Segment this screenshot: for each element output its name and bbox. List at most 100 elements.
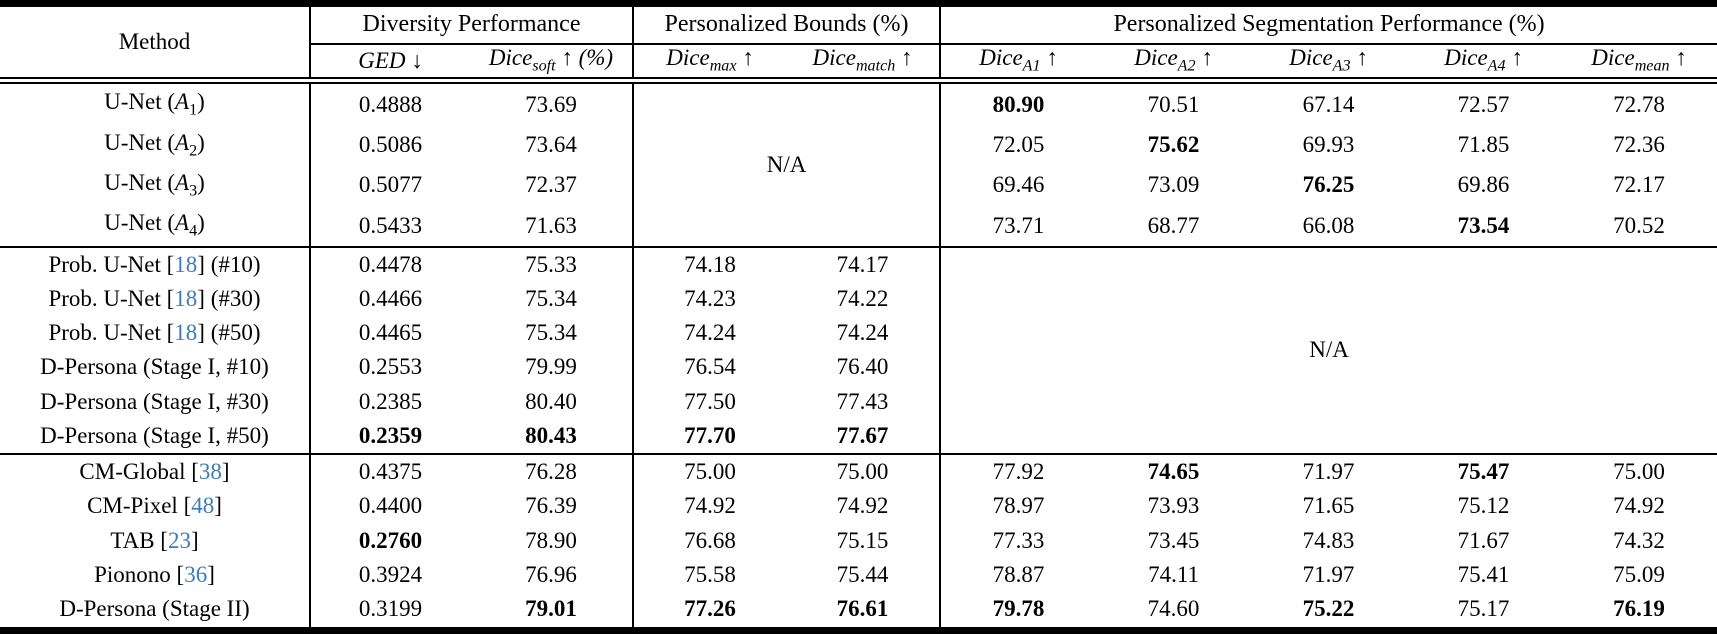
- cell-a3: 71.97: [1251, 453, 1407, 490]
- method-cell: D-Persona (Stage I, #50): [40, 422, 269, 448]
- cell-dice_match: 75.00: [786, 453, 941, 490]
- cell-dice_max: 75.58: [632, 557, 787, 592]
- cell-dice_max: 77.70: [632, 418, 787, 455]
- cell-a2: 75.62: [1147, 132, 1200, 158]
- method-column-header: Method: [0, 3, 310, 84]
- cell-dice_match: 74.17: [786, 245, 941, 283]
- cell-a3: 71.97: [1302, 561, 1355, 587]
- cell-mean: 75.00: [1561, 453, 1717, 490]
- group-header-row: Method Diversity Performance Personalize…: [0, 3, 1717, 84]
- cell-dice_max: 77.50: [632, 384, 787, 419]
- table-row: D-Persona (Stage II) 0.3199 79.01 77.26 76.6…: [0, 591, 1717, 631]
- column-header-dice_soft: Dicesoft ↑ (%): [470, 43, 634, 84]
- citation-link[interactable]: 18: [174, 286, 198, 312]
- citation-link[interactable]: 36: [184, 561, 208, 587]
- cell-dice_soft: 75.33: [470, 245, 634, 283]
- table-row: U-Net (A3) 0.5077 72.37 69.46 73.09 76.25 69.8…: [0, 165, 1717, 206]
- cell-dice_match: 76.61: [836, 596, 889, 622]
- table-row: U-Net (A2) 0.5086 73.64 72.05 75.62 69.93 71.8…: [0, 125, 1717, 166]
- cell-a4: 72.57: [1457, 91, 1510, 117]
- cell-a3: 71.65: [1302, 493, 1355, 519]
- cell-a2: 68.77: [1147, 212, 1200, 238]
- cell-a3: 76.25: [1302, 172, 1355, 198]
- cell-dice_soft: 76.28: [470, 453, 634, 490]
- cell-ged: 0.5077: [309, 165, 470, 206]
- cell-dice_max: 77.26: [632, 591, 787, 631]
- cell-dice_soft: 76.39: [525, 493, 577, 519]
- cell-ged: 0.2385: [309, 384, 470, 419]
- cell-a3: 67.14: [1302, 91, 1355, 117]
- cell-a3: 66.08: [1302, 212, 1355, 238]
- cell-a2: 73.45: [1147, 527, 1200, 553]
- cell-a1: 80.90: [939, 80, 1097, 126]
- cell-dice_soft: 79.99: [525, 354, 577, 380]
- table-row: U-Net (A1) 0.4888 73.69 N/A 80.90 70.51 67.14 7…: [0, 80, 1717, 247]
- cell-mean: 76.19: [1613, 596, 1665, 622]
- method-cell: CM-Global [38]: [0, 453, 310, 490]
- cell-mean: 75.09: [1613, 561, 1665, 587]
- cell-ged: 0.2760: [309, 523, 470, 558]
- group-header-personalized-bounds: Personalized Bounds (%): [632, 3, 941, 45]
- cell-dice_soft: 73.69: [525, 91, 577, 117]
- cell-a4: 75.12: [1457, 493, 1510, 519]
- cell-a3: 74.83: [1302, 527, 1355, 553]
- cell-dice_match: 76.40: [836, 354, 889, 380]
- cell-a1: 69.46: [939, 165, 1097, 206]
- cell-ged: 0.2359: [309, 418, 470, 455]
- cell-a3: 69.93: [1302, 132, 1355, 158]
- cell-dice_soft: 76.96: [525, 561, 577, 587]
- citation-link[interactable]: 38: [198, 459, 222, 485]
- cell-ged: 0.4400: [309, 489, 470, 524]
- cell-dice_match: 77.43: [836, 388, 889, 414]
- citation-link[interactable]: 48: [191, 493, 215, 519]
- cell-dice_max: 74.92: [632, 489, 787, 524]
- cell-ged: 0.4375: [309, 453, 470, 490]
- cell-dice_max: 74.18: [632, 245, 787, 283]
- table-row: TAB [23] 0.2760 78.90 76.68 75.15 77.33 73.45 7…: [0, 523, 1717, 558]
- cell-dice_match: 75.15: [836, 527, 889, 553]
- cell-a4: 69.86: [1457, 172, 1510, 198]
- method-cell: TAB [23]: [110, 527, 199, 553]
- method-cell: Prob. U-Net [18] (#50): [48, 320, 261, 346]
- cell-dice_match: 74.92: [836, 493, 889, 519]
- table-row: U-Net (A4) 0.5433 71.63 73.71 68.77 66.08 73.5…: [0, 205, 1717, 247]
- table-row: CM-Pixel [48] 0.4400 76.39 74.92 74.92 78.97 7…: [0, 489, 1717, 524]
- method-cell: U-Net (A2): [104, 129, 205, 160]
- cell-dice_soft: 80.43: [525, 422, 577, 448]
- cell-dice_soft: 80.40: [525, 388, 577, 414]
- cell-ged: 0.4466: [309, 282, 470, 317]
- citation-link[interactable]: 18: [174, 320, 198, 346]
- table-row: D-Persona (Stage I, #10) 0.2553 79.99 76.54…: [0, 350, 1717, 385]
- cell-dice_soft: 75.34: [525, 320, 577, 346]
- cell-dice_max: 74.23: [632, 282, 787, 317]
- table-body: U-Net (A1) 0.4888 73.69 N/A 80.90 70.51 67.14 7…: [0, 80, 1717, 631]
- citation-link[interactable]: 18: [174, 252, 198, 278]
- cell-mean: 72.78: [1613, 91, 1665, 117]
- table-row: D-Persona (Stage I, #30) 0.2385 80.40 77.50…: [0, 384, 1717, 419]
- cell-dice_soft: 73.64: [525, 132, 577, 158]
- method-cell: D-Persona (Stage II): [59, 596, 250, 622]
- cell-mean: 74.32: [1613, 527, 1665, 553]
- cell-dice_soft: 71.63: [525, 212, 577, 238]
- cell-mean: 74.92: [1613, 493, 1665, 519]
- cell-ged: 0.4478: [309, 245, 470, 283]
- cell-dice_match: 77.67: [836, 422, 889, 448]
- cell-mean: 72.17: [1613, 172, 1665, 198]
- cell-a4: 75.47: [1406, 453, 1562, 490]
- cell-a2: 74.60: [1147, 596, 1200, 622]
- method-cell: Prob. U-Net [18] (#30): [48, 286, 261, 312]
- table-row: D-Persona (Stage I, #50) 0.2359 80.43 77.70…: [0, 418, 1717, 455]
- cell-mean: 70.52: [1613, 212, 1665, 238]
- cell-dice_soft: 72.37: [525, 172, 577, 198]
- cell-a4: 73.54: [1457, 212, 1510, 238]
- citation-link[interactable]: 23: [167, 527, 191, 553]
- cell-dice_match: 74.22: [836, 286, 889, 312]
- cell-dice_max: 76.54: [632, 350, 787, 385]
- cell-a4: 71.85: [1457, 132, 1510, 158]
- cell-ged: 0.3924: [309, 557, 470, 592]
- method-cell: Pionono [36]: [94, 561, 215, 587]
- na-cell-bounds: N/A: [632, 80, 941, 247]
- method-cell: CM-Pixel [48]: [87, 493, 222, 519]
